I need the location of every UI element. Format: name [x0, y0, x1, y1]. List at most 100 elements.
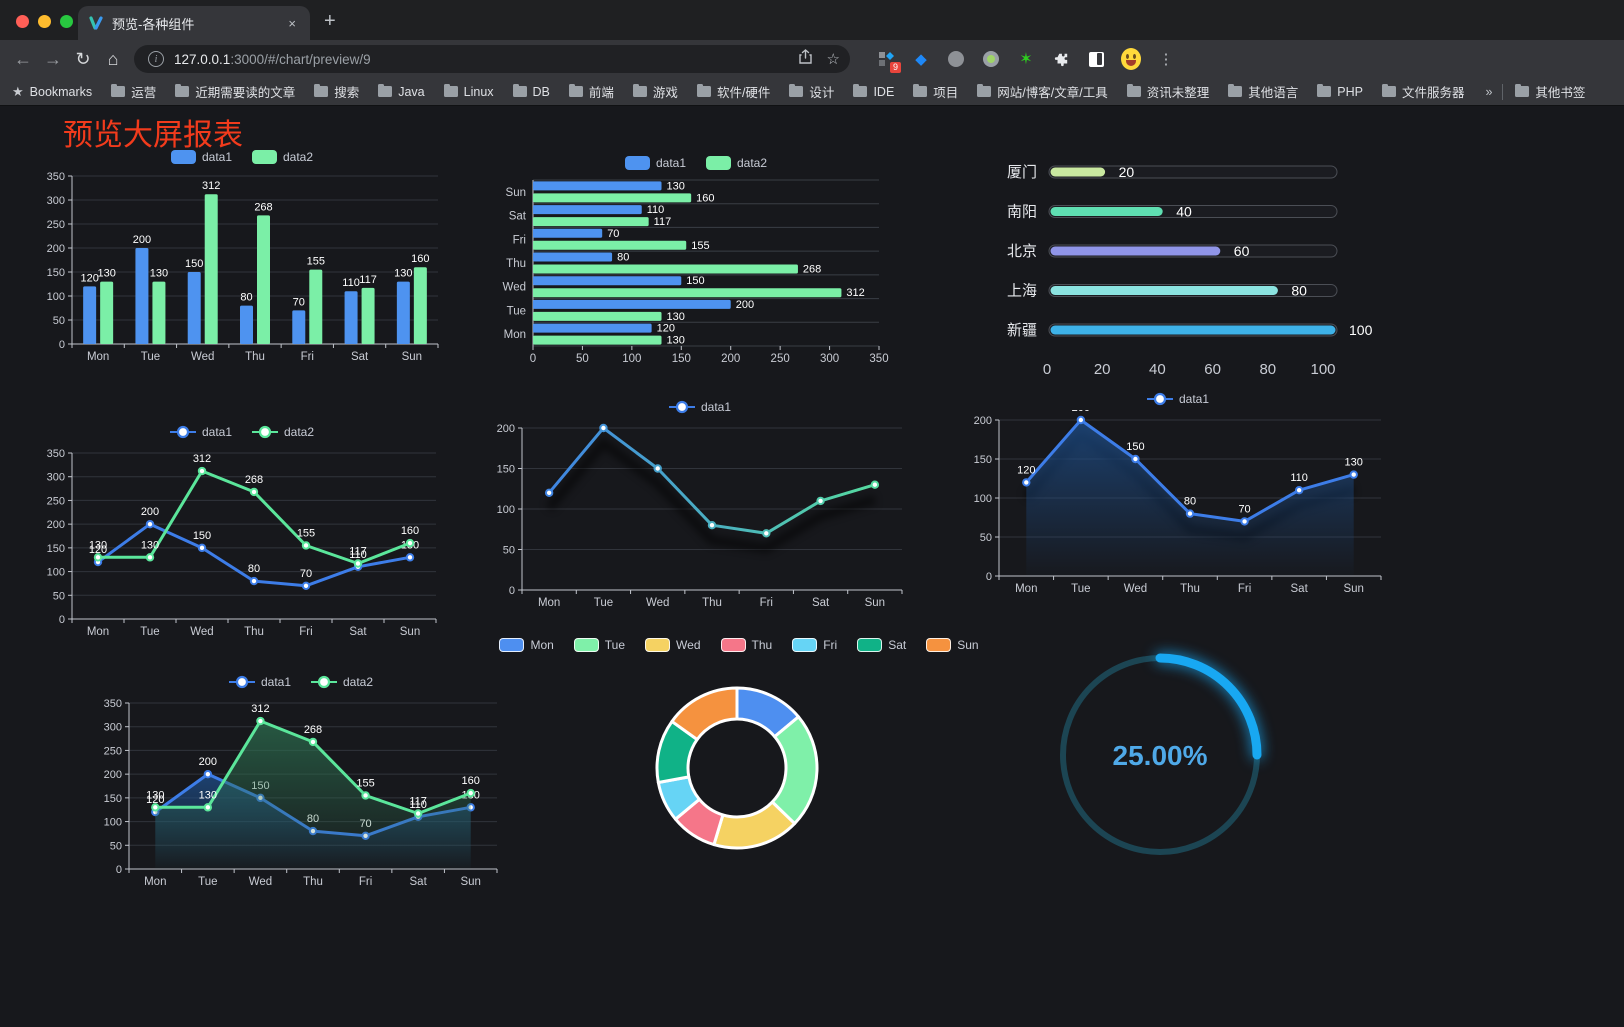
svg-text:200: 200 — [721, 353, 740, 365]
legend-marker-icon — [1146, 392, 1173, 406]
bookmark-folder-item[interactable]: 资讯未整理 — [1126, 82, 1209, 101]
svg-text:300: 300 — [47, 472, 65, 484]
bookmark-folder-item[interactable]: IDE — [853, 83, 894, 99]
svg-text:200: 200 — [974, 415, 992, 427]
maximize-window-button[interactable] — [60, 15, 73, 28]
horizontal-bar-chart: data1 data2 0 50 100 150 200 250 300 350 Sun 130 160… — [497, 152, 895, 370]
home-icon[interactable]: ⌂ — [107, 48, 119, 69]
bookmark-folder-item[interactable]: 其他语言 — [1228, 82, 1298, 101]
puzzle-extensions-icon[interactable] — [1051, 49, 1071, 69]
legend-item-data2[interactable]: data2 — [706, 156, 767, 170]
bookmark-folder-item[interactable]: 游戏 — [632, 82, 678, 101]
bookmark-folder-item[interactable]: Java — [378, 83, 425, 99]
bookmark-folder-item[interactable]: 搜索 — [314, 82, 359, 101]
minimize-window-button[interactable] — [38, 15, 51, 28]
green-dot-extension-icon[interactable] — [981, 49, 1001, 69]
progress-bar-chart: 厦门 20 南阳 40 北京 60 上海 80 新疆 100 0 20 40 60 80 100 — [993, 154, 1395, 392]
legend-item-Tue[interactable]: Tue — [573, 638, 625, 652]
bookmark-folder-item[interactable]: 运营 — [111, 82, 156, 101]
extension-grid-icon[interactable]: 9 — [876, 49, 901, 73]
back-icon[interactable]: ← — [14, 48, 32, 69]
svg-text:150: 150 — [1126, 441, 1144, 453]
svg-text:110: 110 — [647, 204, 665, 216]
legend-item-Sat[interactable]: Sat — [857, 638, 906, 652]
legend-item-data2[interactable]: data2 — [311, 675, 373, 689]
legend-item-Thu[interactable]: Thu — [720, 638, 772, 652]
close-window-button[interactable] — [16, 15, 29, 28]
browser-tab[interactable]: 预览-各种组件 × — [78, 6, 310, 40]
svg-text:Sun: Sun — [506, 187, 526, 199]
legend-item-data1[interactable]: data1 — [668, 400, 731, 414]
legend-item-Wed[interactable]: Wed — [645, 638, 701, 652]
legend-marker-icon — [857, 638, 883, 652]
bookmark-folder-item[interactable]: Linux — [443, 83, 494, 99]
svg-text:312: 312 — [846, 287, 864, 299]
svg-text:312: 312 — [251, 703, 269, 715]
other-bookmarks-folder[interactable]: 其他书签 — [1515, 82, 1585, 101]
svg-text:70: 70 — [607, 228, 619, 240]
bookmark-folder-item[interactable]: 项目 — [913, 82, 958, 101]
legend-item-data1[interactable]: data1 — [1146, 392, 1209, 406]
share-icon[interactable] — [798, 49, 813, 69]
gray-extension-icon[interactable] — [946, 49, 966, 69]
svg-text:南阳: 南阳 — [1007, 204, 1037, 221]
bookmark-folder-item[interactable]: 近期需要读的文章 — [175, 82, 295, 101]
bookmarks-overflow-icon[interactable]: » — [1485, 84, 1493, 99]
new-tab-button[interactable]: + — [324, 10, 336, 32]
forward-icon[interactable]: → — [44, 48, 62, 69]
side-panel-icon[interactable] — [1086, 49, 1106, 69]
legend-marker-icon — [252, 425, 278, 439]
svg-text:100: 100 — [622, 353, 641, 365]
legend-item-data2[interactable]: data2 — [252, 425, 314, 439]
legend-item-data2[interactable]: data2 — [252, 150, 313, 164]
legend-item-Mon[interactable]: Mon — [499, 638, 554, 652]
bookmark-folder-item[interactable]: 网站/博客/文章/工具 — [977, 82, 1108, 101]
svg-text:150: 150 — [672, 353, 691, 365]
bookmark-folder-item[interactable]: PHP — [1317, 83, 1363, 99]
browser-menu-icon[interactable]: ⋮ — [1158, 51, 1174, 68]
svg-text:Mon: Mon — [87, 351, 109, 363]
svg-text:Wed: Wed — [190, 626, 213, 638]
svg-text:Sun: Sun — [402, 351, 422, 363]
svg-text:Wed: Wed — [249, 876, 272, 888]
svg-text:0: 0 — [509, 585, 515, 597]
site-info-icon[interactable]: i — [148, 51, 164, 67]
svg-text:Fri: Fri — [299, 626, 312, 638]
bookmark-folder-item[interactable]: DB — [512, 83, 550, 99]
profile-avatar[interactable] — [1121, 48, 1141, 70]
gem-extension-icon[interactable]: ◆ — [915, 51, 927, 68]
bookmark-folder-item[interactable]: 文件服务器 — [1381, 82, 1464, 101]
legend-item-data1[interactable]: data1 — [624, 156, 686, 170]
svg-text:Mon: Mon — [538, 597, 560, 609]
browser-toolbar: ← → ↻ ⌂ i 127.0.0.1:3000/#/chart/preview… — [0, 40, 1624, 78]
legend-item-data1[interactable]: data1 — [169, 425, 232, 439]
svg-text:300: 300 — [104, 722, 122, 734]
legend-marker-icon — [252, 150, 277, 164]
legend-item-data1[interactable]: data1 — [170, 150, 232, 164]
bookmark-folder-item[interactable]: 软件/硬件 — [696, 82, 770, 101]
tab-close-icon[interactable]: × — [288, 15, 296, 31]
svg-text:110: 110 — [349, 549, 367, 561]
reload-icon[interactable]: ↻ — [75, 48, 91, 69]
legend-item-Sun[interactable]: Sun — [926, 638, 979, 652]
svg-text:150: 150 — [104, 793, 122, 805]
legend-item-Fri[interactable]: Fri — [792, 638, 837, 652]
star-extension-icon[interactable]: ✶ — [1019, 51, 1033, 68]
chart-canvas — [655, 686, 819, 850]
donut-chart: Mon Tue Wed Thu Fri Sat Sun — [499, 634, 979, 892]
svg-text:300: 300 — [820, 353, 839, 365]
svg-text:150: 150 — [185, 258, 203, 270]
legend-item-data1[interactable]: data1 — [228, 675, 291, 689]
chart-legend: data1 data2 — [36, 421, 448, 443]
site-favicon-icon — [89, 16, 103, 30]
svg-text:Sat: Sat — [351, 351, 369, 363]
bookmark-star-icon[interactable]: ☆ — [826, 51, 840, 68]
address-bar[interactable]: i 127.0.0.1:3000/#/chart/preview/9 ☆ — [134, 45, 850, 73]
svg-text:Tue: Tue — [1071, 583, 1090, 595]
folder-icon — [1381, 83, 1396, 97]
bookmark-folder-item[interactable]: 前端 — [568, 82, 614, 101]
svg-text:155: 155 — [356, 777, 374, 789]
bookmark-folder-item[interactable]: 设计 — [789, 82, 834, 101]
bookmarks-root-item[interactable]: ★ Bookmarks — [12, 83, 93, 99]
